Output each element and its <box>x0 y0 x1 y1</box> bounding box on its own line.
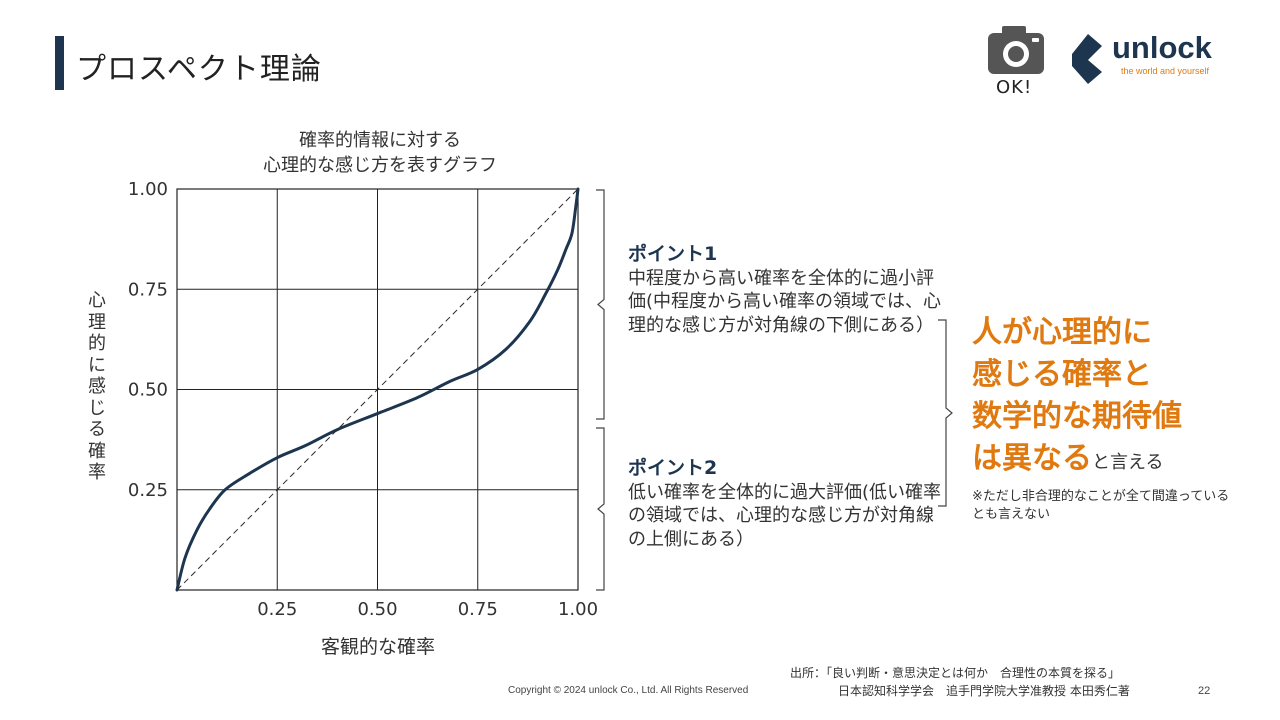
conclusion-line-1: 人が心理的に <box>972 315 1152 350</box>
conclusion-bracket <box>938 319 953 507</box>
source-organization: 日本認知科学学会 追手門学院大学准教授 本田秀仁著 <box>838 684 1130 698</box>
plot-frame <box>176 188 579 591</box>
x-axis-label: 客観的な確率 <box>320 636 435 658</box>
x-tick-label: 1.00 <box>558 599 598 620</box>
camera-ok-label: OK! <box>996 77 1033 98</box>
title-accent-bar <box>55 36 64 90</box>
point-2-heading: ポイント2 <box>628 457 718 479</box>
conclusion-line-4-text: は異なる <box>972 441 1092 476</box>
x-tick-label: 0.50 <box>357 599 397 620</box>
diagonal-reference-line <box>176 188 579 591</box>
conclusion-line-2: 感じる確率と <box>972 357 1152 392</box>
conclusion-note: ※ただし非合理的なことが全て間違っているとも言えない <box>972 489 1230 522</box>
probability-weighting-curve <box>175 187 580 592</box>
camera-icon <box>988 26 1044 74</box>
point-1: ポイント1 中程度から高い確率を全体的に過小評価(中程度から高い確率の領域では、… <box>628 243 948 337</box>
point-1-bracket <box>596 189 605 420</box>
point-2-body: 低い確率を全体的に過大評価(低い確率の領域では、心理的な感じ方が対角線の上側にあ… <box>628 481 942 550</box>
y-tick-label: 0.25 <box>128 480 168 501</box>
y-tick-label: 1.00 <box>128 179 168 200</box>
slide-title: プロスペクト理論 <box>76 52 322 87</box>
unlock-logo-tagline: the world and yourself <box>1121 66 1210 76</box>
y-axis-label: 心理的に感じる確率 <box>88 290 106 483</box>
unlock-logo-mark <box>1072 34 1102 84</box>
unlock-logo-word: unlock <box>1112 30 1212 65</box>
chart-title: 確率的情報に対する 心理的な感じ方を表すグラフ <box>263 130 497 176</box>
source-line: 出所：「良い判断・意思決定とは何か 合理性の本質を探る」 <box>790 666 1121 680</box>
x-tick-label: 0.75 <box>458 599 498 620</box>
page-number: 22 <box>1198 685 1211 697</box>
point-2: ポイント2 低い確率を全体的に過大評価(低い確率の領域では、心理的な感じ方が対角… <box>628 457 948 551</box>
x-tick-label: 0.25 <box>257 599 297 620</box>
point-1-body: 中程度から高い確率を全体的に過小評価(中程度から高い確率の領域では、心理的な感じ… <box>628 267 942 336</box>
y-tick-label: 0.75 <box>128 279 168 300</box>
source-citation: 出所：「良い判断・意思決定とは何か 合理性の本質を探る」 日本認知科学学会 追手… <box>790 664 1130 700</box>
point-1-heading: ポイント1 <box>628 243 718 265</box>
y-tick-label: 0.50 <box>128 380 168 401</box>
conclusion-tail: と言える <box>1092 452 1164 473</box>
point-2-bracket <box>596 427 605 591</box>
conclusion: 人が心理的に 感じる確率と 数学的な期待値 は異なると言える <box>972 312 1272 484</box>
conclusion-line-3: 数学的な期待値 <box>972 399 1182 434</box>
copyright: Copyright © 2024 unlock Co., Ltd. All Ri… <box>508 685 749 696</box>
conclusion-line-4: は異なると言える <box>972 438 1272 484</box>
